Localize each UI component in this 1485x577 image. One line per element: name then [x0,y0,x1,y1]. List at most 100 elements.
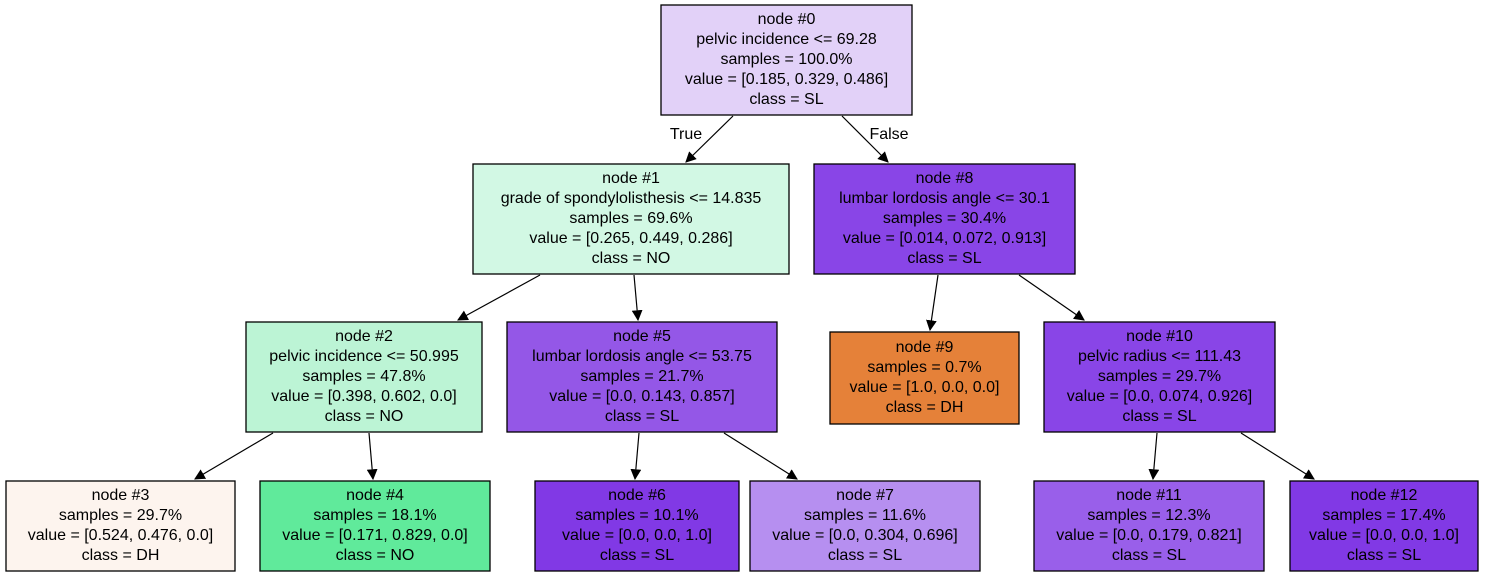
node-text-line: value = [0.265, 0.449, 0.286] [529,230,732,247]
edge-arrow [841,115,889,163]
node-text-line: samples = 29.7% [1098,368,1221,385]
node-box [245,321,483,433]
node-text-line: value = [0.185, 0.329, 0.486] [685,71,888,88]
node-box [472,163,790,275]
tree-node-0: node #0 pelvic incidence <= 69.28 samples … [660,4,913,116]
node-text-line: samples = 17.4% [1322,507,1445,524]
node-text-line: samples = 0.7% [867,359,981,376]
node-text-line: node #12 [1351,487,1418,504]
edge-node-5-to-node-7 [723,432,798,480]
node-text-line: samples = 18.1% [313,507,436,524]
tree-node-1: node #1 grade of spondylolisthesis <= 14.… [472,163,790,275]
node-text-line: node #3 [92,487,150,504]
node-box [1289,480,1479,572]
node-text-line: value = [1.0, 0.0, 0.0] [850,379,1000,396]
tree-node-12: node #12 samples = 17.4% value = [0.0, 0.0… [1289,480,1479,572]
edge-node-8-to-node-10 [1018,274,1085,321]
node-text-line: samples = 29.7% [59,507,182,524]
tree-node-9: node #9 samples = 0.7% value = [1.0, 0.0, … [829,331,1020,425]
edge-label-false: False [869,126,908,143]
tree-node-3: node #3 samples = 29.7% value = [0.524, 0.… [5,480,236,572]
node-text-line: samples = 12.3% [1087,507,1210,524]
node-box [259,480,491,572]
edge-arrow [631,274,643,322]
node-text-line: node #10 [1126,328,1193,345]
node-text-line: value = [0.0, 0.304, 0.696] [772,527,957,544]
edge-node-2-to-node-4 [366,432,378,481]
nodes: node #0 pelvic incidence <= 69.28 samples … [5,4,1479,572]
edge-arrow [457,274,541,321]
node-text-line: class = NO [592,250,671,267]
tree-node-5: node #5 lumbar lordosis angle <= 53.75 sam… [506,321,778,433]
node-box [829,331,1020,425]
node-box [506,321,778,433]
node-box [1043,321,1276,433]
edge-node-10-to-node-12 [1240,432,1315,480]
node-text-line: class = SL [828,547,902,564]
edge-arrow [723,432,798,480]
node-text-line: class = SL [1347,547,1421,564]
node-text-line: node #5 [613,328,671,345]
tree-node-10: node #10 pelvic radius <= 111.43 samples =… [1043,321,1276,433]
node-box [534,480,740,572]
node-text-line: class = NO [325,408,404,425]
edge-node-1-to-node-2 [457,274,541,321]
node-text-line: pelvic incidence <= 69.28 [696,31,877,48]
edge-node-10-to-node-11 [1148,432,1160,481]
tree-node-11: node #11 samples = 12.3% value = [0.0, 0.1… [1033,480,1265,572]
node-text-line: class = SL [749,91,823,108]
node-text-line: value = [0.524, 0.476, 0.0] [28,527,213,544]
node-text-line: value = [0.0, 0.074, 0.926] [1067,388,1252,405]
node-text-line: value = [0.171, 0.829, 0.0] [282,527,467,544]
node-box [5,480,236,572]
node-text-line: node #9 [896,339,954,356]
edge-node-5-to-node-6 [630,432,642,481]
node-text-line: node #8 [916,170,974,187]
node-text-line: node #0 [758,11,816,28]
node-box [1033,480,1265,572]
node-text-line: class = DH [886,399,964,416]
node-text-line: class = DH [82,547,160,564]
node-text-line: node #1 [602,170,660,187]
node-text-line: value = [0.0, 0.143, 0.857] [549,388,734,405]
edge-node-8-to-node-9 [926,274,939,332]
node-text-line: pelvic radius <= 111.43 [1078,348,1241,365]
node-text-line: value = [0.0, 0.0, 1.0] [562,527,712,544]
node-text-line: value = [0.0, 0.179, 0.821] [1056,527,1241,544]
edge-node-1-to-node-5 [631,274,643,322]
node-text-line: node #4 [346,487,404,504]
edges: True False [194,115,1315,481]
edge-arrow [630,432,642,481]
edge-node-0-to-node-1: True [670,115,734,163]
node-text-line: class = SL [1122,408,1196,425]
node-text-line: node #2 [335,328,393,345]
node-text-line: class = SL [600,547,674,564]
node-text-line: lumbar lordosis angle <= 30.1 [839,190,1050,207]
edge-node-2-to-node-3 [194,432,274,480]
node-text-line: node #6 [608,487,666,504]
node-text-line: samples = 69.6% [569,210,692,227]
edge-node-0-to-node-8: False [841,115,909,163]
tree-node-4: node #4 samples = 18.1% value = [0.171, 0.… [259,480,491,572]
edge-arrow [685,115,734,163]
node-text-line: samples = 30.4% [883,210,1006,227]
edge-arrow [194,432,274,480]
tree-node-6: node #6 samples = 10.1% value = [0.0, 0.0,… [534,480,740,572]
node-text-line: class = NO [336,547,415,564]
tree-node-8: node #8 lumbar lordosis angle <= 30.1 samp… [813,163,1076,275]
edge-arrow [1018,274,1085,321]
node-text-line: samples = 10.1% [575,507,698,524]
edge-arrow [1240,432,1315,480]
tree-node-7: node #7 samples = 11.6% value = [0.0, 0.30… [749,480,981,572]
node-box [813,163,1076,275]
node-text-line: value = [0.398, 0.602, 0.0] [271,388,456,405]
node-text-line: class = SL [1112,547,1186,564]
edge-arrow [926,274,939,332]
tree-node-2: node #2 pelvic incidence <= 50.995 samples… [245,321,483,433]
edge-arrow [1148,432,1160,481]
node-text-line: lumbar lordosis angle <= 53.75 [532,348,752,365]
edge-arrow [366,432,378,481]
node-text-line: grade of spondylolisthesis <= 14.835 [501,190,762,207]
node-text-line: value = [0.0, 0.0, 1.0] [1309,527,1459,544]
